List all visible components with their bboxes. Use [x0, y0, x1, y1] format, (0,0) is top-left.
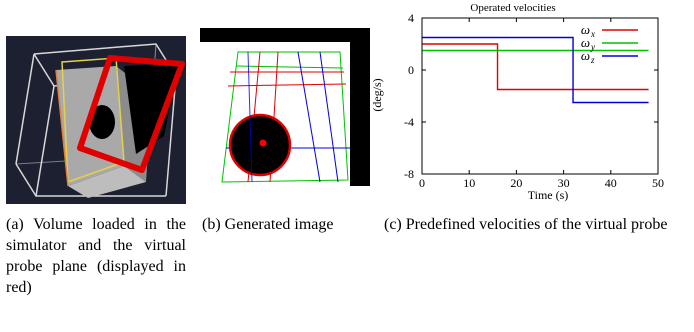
x-tick-label: 50 [652, 176, 664, 190]
volume-render-svg [6, 36, 186, 204]
x-tick-label: 10 [463, 176, 475, 190]
cavity [89, 105, 115, 139]
orange-edge [55, 69, 69, 187]
x-tick-label: 20 [510, 176, 522, 190]
chart-legend: ω xω yω z [581, 22, 638, 65]
legend-label-y: ω [581, 35, 590, 50]
caption-a: (a) Volume loaded in the simulator and t… [6, 216, 186, 296]
black-bar-right [350, 28, 370, 186]
blue-line [297, 51, 321, 183]
cube-edge [35, 85, 55, 197]
x-tick-label: 30 [558, 176, 570, 190]
x-tick-label: 40 [605, 176, 617, 190]
probe-shadow [124, 64, 178, 154]
blue-line [247, 51, 253, 183]
black-bar-top [200, 28, 350, 42]
series-line-z [422, 36, 649, 104]
cube-bottom-edges [15, 163, 166, 197]
x-axis-label: Time (s) [528, 188, 569, 202]
volume-render-image [6, 36, 186, 204]
legend-label-x: ω [581, 22, 590, 37]
cube-edge [165, 75, 177, 197]
disc-center [259, 139, 267, 147]
y-tick-label: -8 [404, 167, 414, 181]
green-frame [221, 51, 349, 183]
generated-image [200, 28, 370, 186]
probe-plane-outline [77, 55, 185, 173]
legend-subscript-z: z [590, 55, 595, 65]
legend-subscript-y: y [590, 42, 595, 52]
chart-title: Operated velocities [470, 2, 555, 14]
y-axis-label: (deg/s) [370, 78, 384, 111]
caption-b: (b) Generated image [202, 216, 334, 233]
blue-line [319, 51, 339, 183]
plot-frame [421, 17, 659, 175]
y-tick-label: 0 [408, 63, 414, 77]
caption-c: (c) Predefined velocities of the virtual… [384, 216, 668, 233]
y-tick-label: -4 [404, 115, 414, 129]
legend-subscript-x: x [590, 29, 595, 39]
disc [228, 113, 292, 177]
legend-label-z: ω [581, 48, 590, 63]
red-line [227, 83, 347, 87]
cube-edge [15, 53, 35, 165]
green-line [235, 65, 344, 69]
y-tick-label: 4 [408, 11, 414, 25]
chart-series [422, 36, 649, 104]
generated-image-svg [200, 28, 370, 186]
volume-slab-bottom [68, 166, 146, 198]
x-tick-label: 0 [419, 176, 425, 190]
